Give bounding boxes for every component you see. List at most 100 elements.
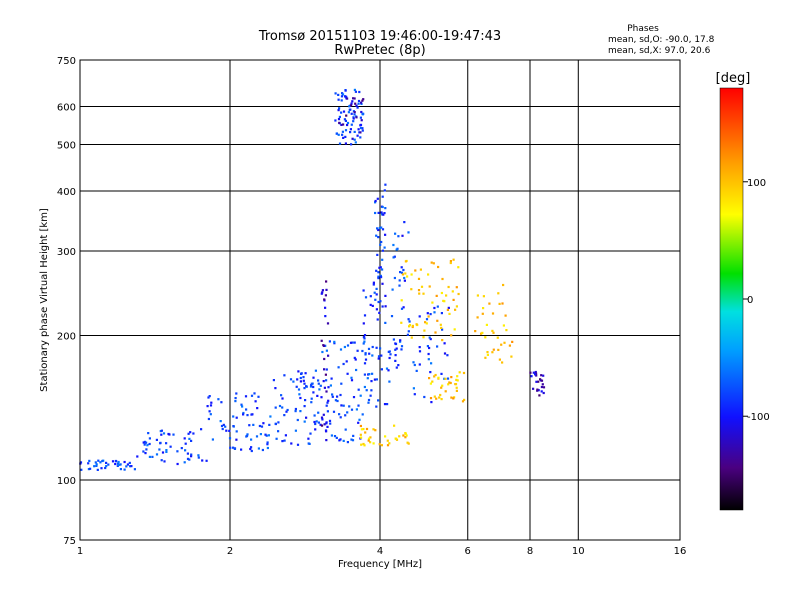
- data-point: [486, 351, 489, 354]
- data-point: [197, 454, 200, 457]
- data-point: [80, 468, 83, 471]
- data-point: [357, 99, 361, 103]
- data-point: [480, 332, 483, 335]
- data-point: [331, 393, 334, 396]
- data-point: [408, 320, 411, 323]
- data-point: [217, 398, 220, 401]
- data-point: [321, 350, 324, 354]
- data-point: [440, 386, 443, 389]
- data-point: [356, 349, 359, 352]
- data-point: [382, 213, 385, 216]
- data-point: [423, 329, 426, 332]
- data-point: [369, 441, 372, 444]
- data-point: [418, 350, 422, 353]
- data-point: [352, 97, 355, 100]
- data-point: [371, 372, 374, 375]
- data-point: [93, 465, 96, 468]
- data-point: [172, 433, 175, 436]
- data-point: [349, 128, 352, 131]
- data-point: [359, 136, 362, 139]
- data-point: [310, 401, 313, 404]
- data-point: [405, 434, 408, 437]
- data-point: [456, 375, 459, 378]
- data-point: [219, 420, 222, 423]
- data-point: [333, 435, 337, 438]
- data-point: [428, 377, 431, 380]
- data-point: [406, 441, 409, 444]
- data-point: [325, 368, 328, 371]
- data-point: [380, 276, 383, 279]
- data-point: [359, 126, 363, 130]
- data-point: [418, 363, 421, 366]
- data-point: [372, 283, 375, 286]
- data-point: [165, 449, 168, 452]
- data-point: [228, 437, 232, 440]
- data-point: [307, 437, 310, 440]
- data-point: [422, 292, 425, 295]
- y-axis-ticks: 75 100 200 300 400 500 600 750: [57, 56, 76, 547]
- data-point: [274, 406, 277, 409]
- data-points: [79, 88, 546, 471]
- data-point: [367, 437, 371, 440]
- data-point: [441, 384, 444, 387]
- data-point: [447, 285, 450, 289]
- data-point: [388, 442, 391, 445]
- data-point: [323, 357, 326, 361]
- data-point: [380, 444, 383, 447]
- data-point: [435, 294, 438, 297]
- data-point: [340, 111, 343, 114]
- data-point: [114, 459, 117, 463]
- data-point: [319, 384, 322, 387]
- data-point: [400, 271, 404, 274]
- data-point: [429, 382, 432, 385]
- data-point: [352, 116, 355, 119]
- data-point: [428, 336, 431, 339]
- data-point: [377, 357, 380, 360]
- data-point: [364, 431, 367, 434]
- data-point: [384, 183, 387, 186]
- data-point: [151, 455, 154, 458]
- data-point: [310, 397, 313, 400]
- data-point: [429, 397, 433, 400]
- data-point: [289, 378, 293, 381]
- data-point: [308, 442, 311, 445]
- data-point: [264, 433, 267, 436]
- data-point: [362, 322, 365, 325]
- data-point: [381, 195, 384, 198]
- data-point: [431, 380, 434, 383]
- data-point: [294, 407, 297, 411]
- data-point: [168, 433, 171, 436]
- data-point: [148, 437, 151, 440]
- data-point: [408, 325, 411, 328]
- data-point: [350, 143, 353, 146]
- data-point: [370, 380, 373, 383]
- data-point: [342, 110, 346, 113]
- data-point: [395, 437, 398, 440]
- data-point: [362, 98, 365, 101]
- data-point: [437, 265, 440, 269]
- data-point: [337, 118, 341, 121]
- data-point: [350, 379, 354, 382]
- data-point: [496, 336, 499, 339]
- data-point: [133, 468, 136, 471]
- data-point: [322, 344, 325, 347]
- data-point: [376, 318, 379, 321]
- data-point: [453, 328, 456, 331]
- data-point: [326, 401, 329, 404]
- data-point: [232, 415, 235, 418]
- data-point: [399, 271, 402, 274]
- data-point: [201, 459, 204, 462]
- data-point: [383, 246, 386, 249]
- data-point: [427, 273, 430, 276]
- data-point: [330, 434, 333, 437]
- data-point: [540, 379, 544, 382]
- data-point: [322, 380, 325, 383]
- data-point: [323, 298, 326, 301]
- data-point: [417, 289, 421, 292]
- data-point: [335, 132, 338, 135]
- data-point: [497, 292, 500, 295]
- data-point: [317, 379, 320, 382]
- data-point: [360, 102, 363, 105]
- data-point: [378, 311, 381, 314]
- data-point: [359, 394, 362, 397]
